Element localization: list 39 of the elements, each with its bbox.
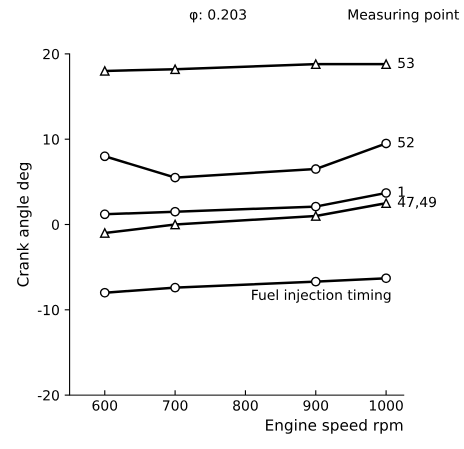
series-label: 53 xyxy=(398,58,414,68)
x-tick-label: 600 xyxy=(92,400,118,411)
point xyxy=(100,151,110,162)
point xyxy=(381,188,391,198)
y-tick-label: 0 xyxy=(52,219,59,230)
x-tick-label: 700 xyxy=(162,400,188,411)
y-tick-label: -10 xyxy=(38,304,59,316)
point xyxy=(100,66,110,76)
point xyxy=(310,202,321,212)
point xyxy=(381,59,391,69)
series-label: 47,49 xyxy=(398,196,436,209)
point xyxy=(100,228,110,238)
x-tick-label: 1000 xyxy=(370,400,403,411)
point xyxy=(381,273,391,284)
point xyxy=(170,220,180,230)
point xyxy=(100,209,110,220)
point xyxy=(310,164,321,174)
y-tick-label: 10 xyxy=(44,134,59,145)
text: φ: 0.203 xyxy=(190,9,246,22)
point xyxy=(170,282,180,292)
point xyxy=(170,64,180,74)
series-label: 52 xyxy=(398,136,414,148)
point xyxy=(310,276,321,287)
x-tick-label: 800 xyxy=(233,400,258,411)
x-axis-title: Engine speed rpm xyxy=(266,418,402,434)
point xyxy=(381,198,391,208)
y-axis-title: Crank angle deg xyxy=(16,163,32,287)
text: Measuring point xyxy=(348,8,460,22)
point xyxy=(170,206,180,217)
point xyxy=(100,288,110,298)
point xyxy=(310,211,321,221)
y-tick-label: -20 xyxy=(38,390,59,401)
point xyxy=(381,138,391,148)
point xyxy=(170,172,180,182)
series-label: 1 xyxy=(398,186,405,197)
y-tick-label: 20 xyxy=(43,48,59,60)
x-tick-label: 900 xyxy=(303,400,328,411)
point xyxy=(310,59,321,69)
series-label: Fuel injection timing xyxy=(252,289,390,303)
